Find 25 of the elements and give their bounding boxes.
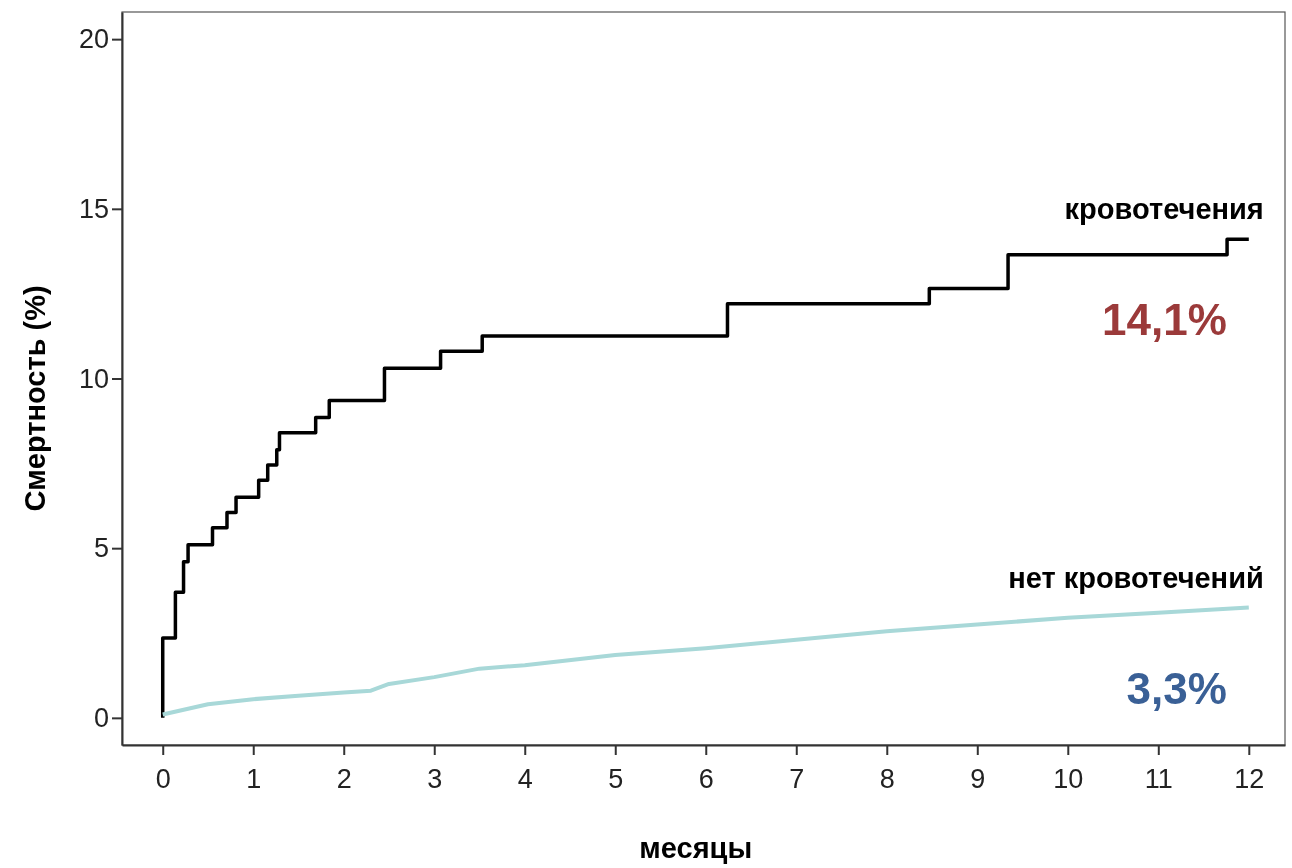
x-tick-label: 2: [336, 763, 352, 794]
x-axis-title: месяцы: [639, 832, 753, 864]
y-tick-label: 0: [93, 702, 109, 733]
series-label: нет кровотечений: [1008, 561, 1264, 594]
x-tick-label: 8: [879, 763, 895, 794]
y-axis-title: Смертность (%): [19, 285, 51, 512]
x-tick-label: 6: [698, 763, 714, 794]
series-label: кровотечения: [1064, 193, 1264, 226]
annotation: 3,3%: [1126, 663, 1227, 713]
x-tick-label: 9: [970, 763, 986, 794]
x-tick-label: 1: [246, 763, 262, 794]
line-series: [160, 605, 1251, 717]
x-tick-label: 12: [1234, 763, 1265, 794]
x-tick-label: 7: [789, 763, 805, 794]
y-tick-label: 10: [78, 363, 109, 394]
x-tick-label: 10: [1053, 763, 1084, 794]
x-tick-label: 3: [427, 763, 443, 794]
annotation: 14,1%: [1102, 295, 1227, 345]
x-tick-label: 11: [1144, 763, 1173, 794]
y-tick-label: 20: [78, 24, 109, 55]
y-tick-label: 5: [93, 533, 109, 564]
x-tick-label: 0: [155, 763, 171, 794]
x-tick-label: 5: [608, 763, 624, 794]
y-tick-label: 15: [78, 193, 109, 224]
x-tick-label: 4: [517, 763, 533, 794]
